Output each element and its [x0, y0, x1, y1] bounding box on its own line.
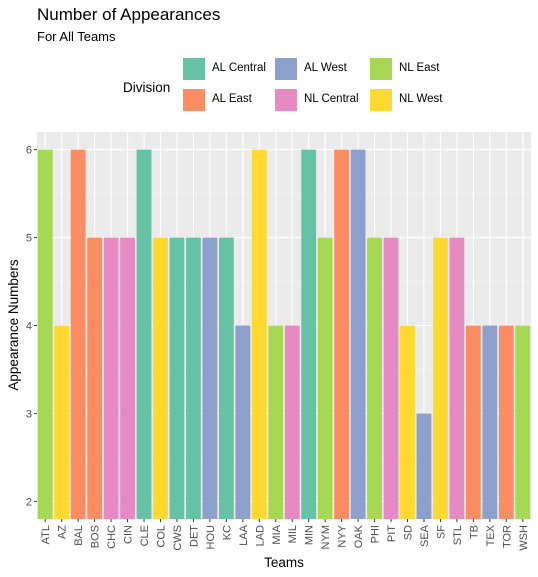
x-tick-label: NYY	[337, 524, 349, 547]
bar-tb	[465, 325, 481, 519]
bar-kc	[218, 237, 234, 519]
legend-label-nl-east: NL East	[399, 62, 440, 74]
y-axis-title: Appearance Numbers	[6, 259, 21, 391]
bar-phi	[367, 237, 382, 519]
y-tick-label: 5	[26, 233, 32, 245]
bar-col	[153, 237, 168, 519]
bar-az	[54, 325, 70, 519]
x-tick-label: HOU	[205, 525, 217, 550]
legend-key-nl-east	[370, 58, 392, 80]
y-tick-label: 2	[26, 496, 32, 508]
x-tick-label: MIL	[287, 525, 299, 543]
legend-key-al-east	[183, 89, 205, 111]
x-tick-label: LAD	[254, 525, 266, 546]
x-tick-label: CWS	[172, 525, 184, 551]
bar-oak	[350, 149, 366, 519]
legend-key-al-central	[183, 58, 205, 80]
bar-atl	[37, 149, 53, 519]
bars	[37, 149, 531, 519]
x-tick-label: MIA	[271, 524, 283, 544]
bar-laa	[235, 325, 251, 519]
legend-label-al-east: AL East	[212, 93, 252, 105]
x-tick-label: KC	[221, 525, 233, 540]
x-tick-label: SD	[403, 525, 415, 540]
x-axis-title: Teams	[264, 555, 304, 570]
bar-sf	[433, 237, 448, 519]
bar-lad	[251, 149, 267, 519]
x-tick-label: AZ	[57, 525, 69, 539]
y-axis: 2 3 4 5 6	[26, 145, 37, 508]
x-tick-label: TOR	[501, 525, 513, 548]
legend-key-al-west	[275, 58, 297, 80]
legend-key-nl-central	[275, 89, 297, 111]
x-tick-label: WSH	[518, 525, 530, 551]
x-tick-label: BOS	[90, 525, 102, 548]
x-tick-label: OAK	[353, 524, 365, 548]
bar-bos	[87, 237, 103, 519]
x-tick-label: PHI	[370, 525, 382, 543]
bar-nym	[317, 237, 333, 519]
x-tick-label: TEX	[485, 524, 497, 546]
x-tick-label: SF	[435, 525, 447, 539]
bar-stl	[449, 237, 465, 519]
bar-tex	[482, 325, 498, 519]
bar-cle	[136, 149, 152, 519]
x-tick-label: CIN	[123, 525, 135, 544]
bar-min	[301, 149, 317, 519]
bar-det	[186, 237, 201, 519]
bar-bal	[70, 149, 86, 519]
bar-wsh	[515, 325, 531, 519]
x-tick-label: SEA	[419, 524, 431, 547]
x-tick-label: NYM	[320, 525, 332, 549]
bar-nyy	[334, 149, 350, 519]
bar-sea	[416, 413, 432, 519]
legend-label-al-central: AL Central	[212, 62, 266, 74]
bar-hou	[202, 237, 218, 519]
x-tick-label: BAL	[73, 525, 85, 546]
legend-label-al-west: AL West	[304, 62, 347, 74]
chart-subtitle: For All Teams	[37, 29, 116, 44]
x-tick-label: TB	[468, 525, 480, 539]
y-tick-label: 4	[26, 321, 32, 333]
bar-sd	[400, 325, 415, 519]
bar-cin	[120, 237, 135, 519]
x-tick-label: CHC	[106, 525, 118, 549]
x-tick-label: MIN	[304, 525, 316, 545]
y-tick-label: 6	[26, 145, 32, 157]
x-tick-label: COL	[156, 525, 168, 548]
x-tick-label: DET	[188, 525, 200, 547]
bar-mil	[284, 325, 300, 519]
legend-label-nl-west: NL West	[399, 93, 443, 105]
legend: Division AL Central AL West NL East AL E…	[123, 58, 523, 114]
bar-pit	[383, 237, 399, 519]
x-tick-label: LAA	[238, 524, 250, 545]
chart-title: Number of Appearances	[37, 5, 221, 24]
legend-key-nl-west	[370, 89, 392, 111]
x-tick-label: CLE	[139, 525, 151, 546]
legend-label-nl-central: NL Central	[304, 93, 359, 105]
x-tick-label: PIT	[386, 525, 398, 542]
y-tick-label: 3	[26, 408, 32, 420]
bar-mia	[268, 325, 284, 519]
bar-chc	[103, 237, 119, 519]
x-tick-label: ATL	[40, 525, 52, 544]
x-axis: ATL AZ BAL BOS CHC CIN CLE COL CWS DET HOU KC LAA LAD…	[40, 519, 530, 551]
x-tick-label: STL	[452, 525, 464, 545]
bar-cws	[169, 237, 185, 519]
bar-tor	[498, 325, 514, 519]
legend-title: Division	[123, 80, 171, 95]
